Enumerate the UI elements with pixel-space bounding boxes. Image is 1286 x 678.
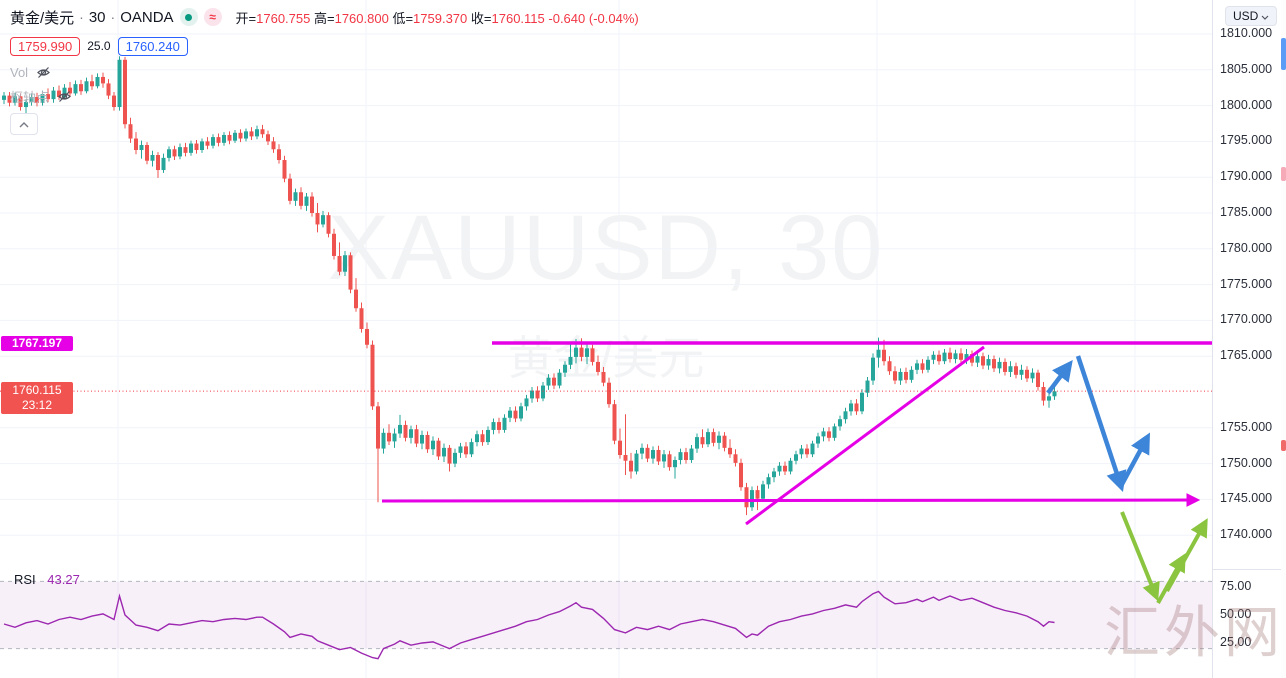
- change-percent: (-0.04%): [588, 10, 639, 26]
- drawn-arrow-green[interactable]: [1120, 511, 1160, 602]
- ohlc-readout: 开=1760.755 高=1760.800 低=1759.370 收=1760.…: [235, 10, 639, 26]
- rsi-line: [3, 590, 1055, 660]
- close-value: 1760.115: [491, 10, 545, 26]
- rsi-label: RSI: [14, 572, 36, 587]
- high-value: 1760.800: [334, 10, 389, 26]
- open-value: 1760.755: [256, 10, 311, 26]
- rsi-panel: [0, 580, 1212, 660]
- low-value: 1759.370: [413, 10, 468, 26]
- spread-value: 25.0: [87, 39, 111, 53]
- support-line[interactable]: [381, 493, 1201, 507]
- interval-value[interactable]: 30: [88, 8, 106, 26]
- price-tick-label: 1750.000: [1220, 455, 1273, 470]
- drawn-arrow-green[interactable]: [1165, 518, 1208, 592]
- market-status-icon[interactable]: [179, 8, 198, 26]
- buy-price-button[interactable]: 1760.240: [117, 36, 188, 56]
- price-tick-label: 1755.000: [1220, 419, 1273, 434]
- price-tick-label: 1795.000: [1220, 133, 1273, 148]
- eye-slash-icon[interactable]: [36, 65, 51, 80]
- price-tick-label: 1780.000: [1220, 240, 1273, 255]
- drawn-arrow-green[interactable]: [1156, 553, 1186, 604]
- chevron-down-icon: [1261, 9, 1269, 23]
- grid-lines: [0, 0, 1212, 678]
- price-tick-label: 1765.000: [1220, 348, 1273, 363]
- chart-legend: 黄金/美元 · 30 · OANDA ≈ 开=1760.755 高=1760.8…: [10, 6, 639, 135]
- separator: ·: [79, 9, 84, 25]
- price-tick-label: 1770.000: [1220, 312, 1273, 327]
- resistance-price-label: 1767.197: [1, 336, 73, 351]
- price-tick-label: 1805.000: [1220, 61, 1273, 76]
- bar-countdown: 23:12: [21, 398, 53, 412]
- price-axis[interactable]: 1810.000 1805.000 1800.000 1795.000 1790.000…: [1212, 0, 1281, 678]
- drawn-arrow-blue[interactable]: [1046, 359, 1073, 395]
- rsi-tick-label: 50.00: [1220, 607, 1252, 621]
- rsi-tick-label: 25.00: [1220, 635, 1252, 649]
- exchange-name[interactable]: OANDA: [120, 8, 174, 26]
- price-tick-label: 1745.000: [1220, 491, 1273, 506]
- candlestick-series[interactable]: [2, 56, 1057, 516]
- pane-divider: [1213, 569, 1281, 570]
- current-price-value: 1760.115: [12, 383, 62, 397]
- currency-label: USD: [1233, 9, 1259, 23]
- price-tick-label: 1790.000: [1220, 169, 1273, 184]
- price-tick-label: 1740.000: [1220, 527, 1273, 542]
- drawn-arrow-blue[interactable]: [1119, 432, 1151, 488]
- strip-pink-segment: [1281, 167, 1286, 181]
- strip-blue-segment: [1281, 38, 1286, 70]
- currency-selector[interactable]: USD: [1225, 6, 1278, 26]
- change-value: -0.640: [548, 10, 586, 26]
- collapse-legend-button[interactable]: [10, 113, 38, 135]
- price-tick-label: 1775.000: [1220, 276, 1273, 291]
- chevron-up-icon: [19, 115, 29, 133]
- price-tick-label: 1810.000: [1220, 26, 1273, 40]
- current-price-label: 1760.115 23:12: [1, 382, 73, 414]
- rsi-legend: RSI 43.27: [14, 572, 80, 587]
- sell-price-button[interactable]: 1759.990: [10, 36, 81, 56]
- strip-red-segment: [1281, 440, 1286, 451]
- eye-slash-icon[interactable]: [57, 89, 72, 104]
- separator: ·: [110, 9, 116, 25]
- rsi-tick-label: 75.00: [1220, 579, 1252, 593]
- drawn-arrow-blue[interactable]: [1075, 355, 1127, 492]
- symbol-title[interactable]: 黄金/美元: [10, 9, 75, 27]
- pivot-indicator-label: 枢轴点: [10, 89, 50, 105]
- ascending-trendline[interactable]: [745, 345, 985, 526]
- price-tick-label: 1800.000: [1220, 97, 1273, 112]
- delayed-data-icon[interactable]: ≈: [203, 8, 222, 26]
- volume-indicator-label: Vol: [10, 64, 29, 80]
- rsi-value: 43.27: [47, 572, 80, 587]
- price-tick-label: 1785.000: [1220, 205, 1273, 219]
